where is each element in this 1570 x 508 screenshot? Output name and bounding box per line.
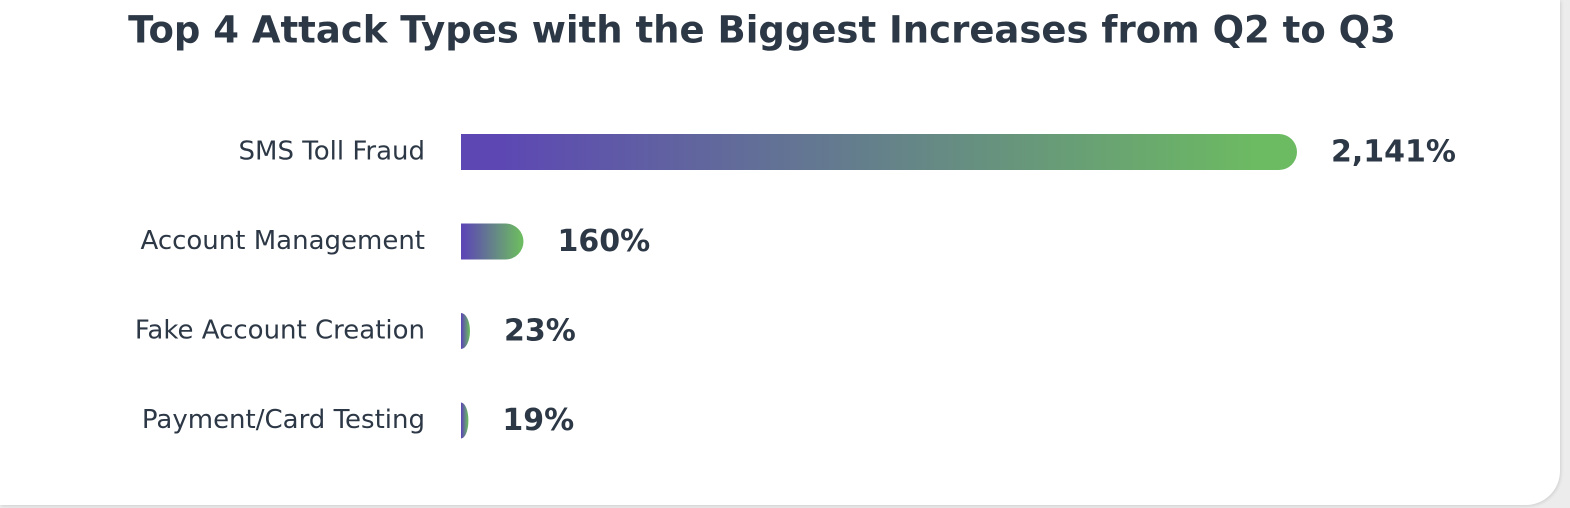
value-label: 19% bbox=[502, 403, 574, 438]
value-label: 160% bbox=[557, 224, 650, 259]
bar bbox=[461, 313, 470, 349]
bar bbox=[461, 402, 469, 439]
category-label: Account Management bbox=[140, 226, 425, 256]
value-label: 2,141% bbox=[1331, 135, 1456, 170]
category-label: Payment/Card Testing bbox=[142, 405, 425, 435]
category-label: SMS Toll Fraud bbox=[239, 137, 425, 167]
bar bbox=[461, 134, 1297, 170]
bar bbox=[461, 223, 524, 260]
value-label: 23% bbox=[504, 314, 576, 349]
chart-title: Top 4 Attack Types with the Biggest Incr… bbox=[128, 9, 1396, 52]
category-label: Fake Account Creation bbox=[135, 316, 425, 346]
